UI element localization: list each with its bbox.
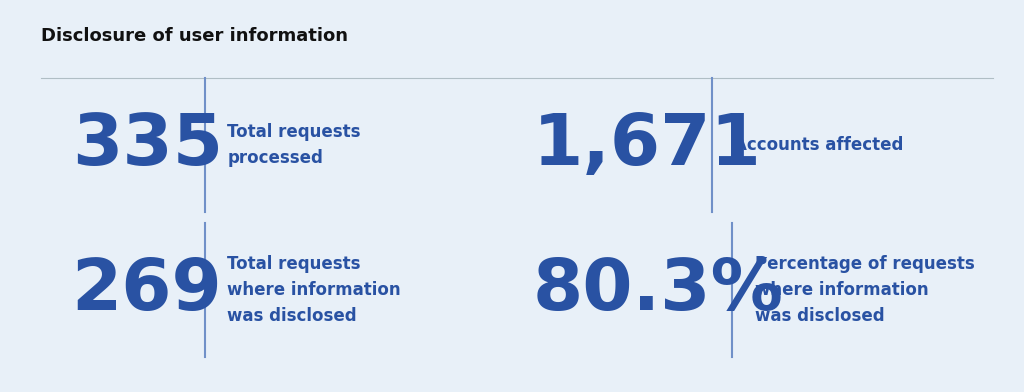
- Text: Percentage of requests
where information
was disclosed: Percentage of requests where information…: [755, 255, 975, 325]
- Text: 269: 269: [72, 256, 222, 325]
- Text: 80.3%: 80.3%: [532, 256, 783, 325]
- Text: Disclosure of user information: Disclosure of user information: [41, 27, 348, 45]
- Text: 335: 335: [72, 111, 222, 180]
- Text: 1,671: 1,671: [532, 111, 762, 180]
- Text: Accounts affected: Accounts affected: [734, 136, 903, 154]
- Text: Total requests
processed: Total requests processed: [227, 123, 360, 167]
- Text: Total requests
where information
was disclosed: Total requests where information was dis…: [227, 255, 401, 325]
